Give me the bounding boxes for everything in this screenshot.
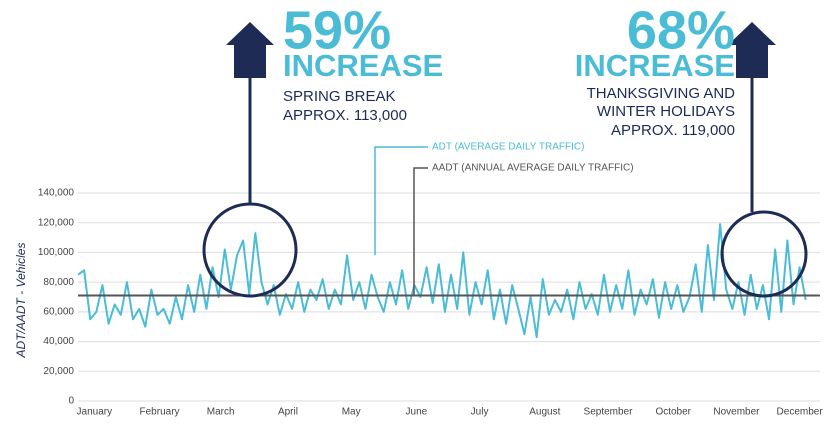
y-tick-label: 0: [68, 396, 74, 407]
x-tick-label: January: [77, 407, 113, 418]
note: THANKSGIVING AND: [587, 85, 736, 102]
y-tick-label: 120,000: [38, 217, 75, 228]
note: WINTER HOLIDAYS: [597, 103, 735, 120]
x-tick-label: August: [529, 407, 560, 418]
x-tick-label: June: [406, 407, 428, 418]
x-tick-label: October: [655, 407, 691, 418]
y-tick-label: 140,000: [38, 188, 75, 199]
increase: INCREASE: [575, 48, 735, 83]
x-tick-label: March: [207, 407, 235, 418]
y-axis-label: ADT/AADT - Vehicles: [14, 243, 28, 359]
percent: 59%: [283, 0, 391, 60]
note: APPROX. 113,000: [283, 107, 407, 124]
arrow-head: [728, 22, 776, 78]
legend-label: AADT (ANNUAL AVERAGE DAILY TRAFFIC): [432, 163, 634, 174]
x-tick-label: November: [713, 407, 760, 418]
series-line: [77, 223, 807, 339]
increase: INCREASE: [283, 48, 443, 83]
percent: 68%: [627, 0, 735, 60]
x-tick-label: December: [777, 407, 824, 418]
legend-label: ADT (AVERAGE DAILY TRAFFIC): [432, 142, 584, 153]
y-tick-label: 40,000: [43, 336, 74, 347]
note: APPROX. 119,000: [611, 122, 735, 139]
y-tick-label: 80,000: [43, 277, 74, 288]
arrow-head: [226, 22, 274, 78]
legend-callout: [374, 146, 428, 255]
highlight-circle: [720, 210, 808, 298]
x-tick-label: May: [342, 407, 361, 418]
legend-callout: [413, 167, 428, 296]
x-tick-label: July: [471, 407, 489, 418]
x-tick-label: February: [140, 407, 180, 418]
x-tick-label: April: [278, 407, 298, 418]
y-tick-label: 60,000: [43, 306, 74, 317]
y-tick-label: 100,000: [38, 247, 75, 258]
x-tick-label: September: [584, 407, 634, 418]
note: SPRING BREAK: [283, 88, 396, 105]
plot: 0 20,000 40,000 60,000 80,000 100,000 120,000 1…: [38, 188, 823, 418]
y-tick-label: 20,000: [43, 366, 74, 377]
